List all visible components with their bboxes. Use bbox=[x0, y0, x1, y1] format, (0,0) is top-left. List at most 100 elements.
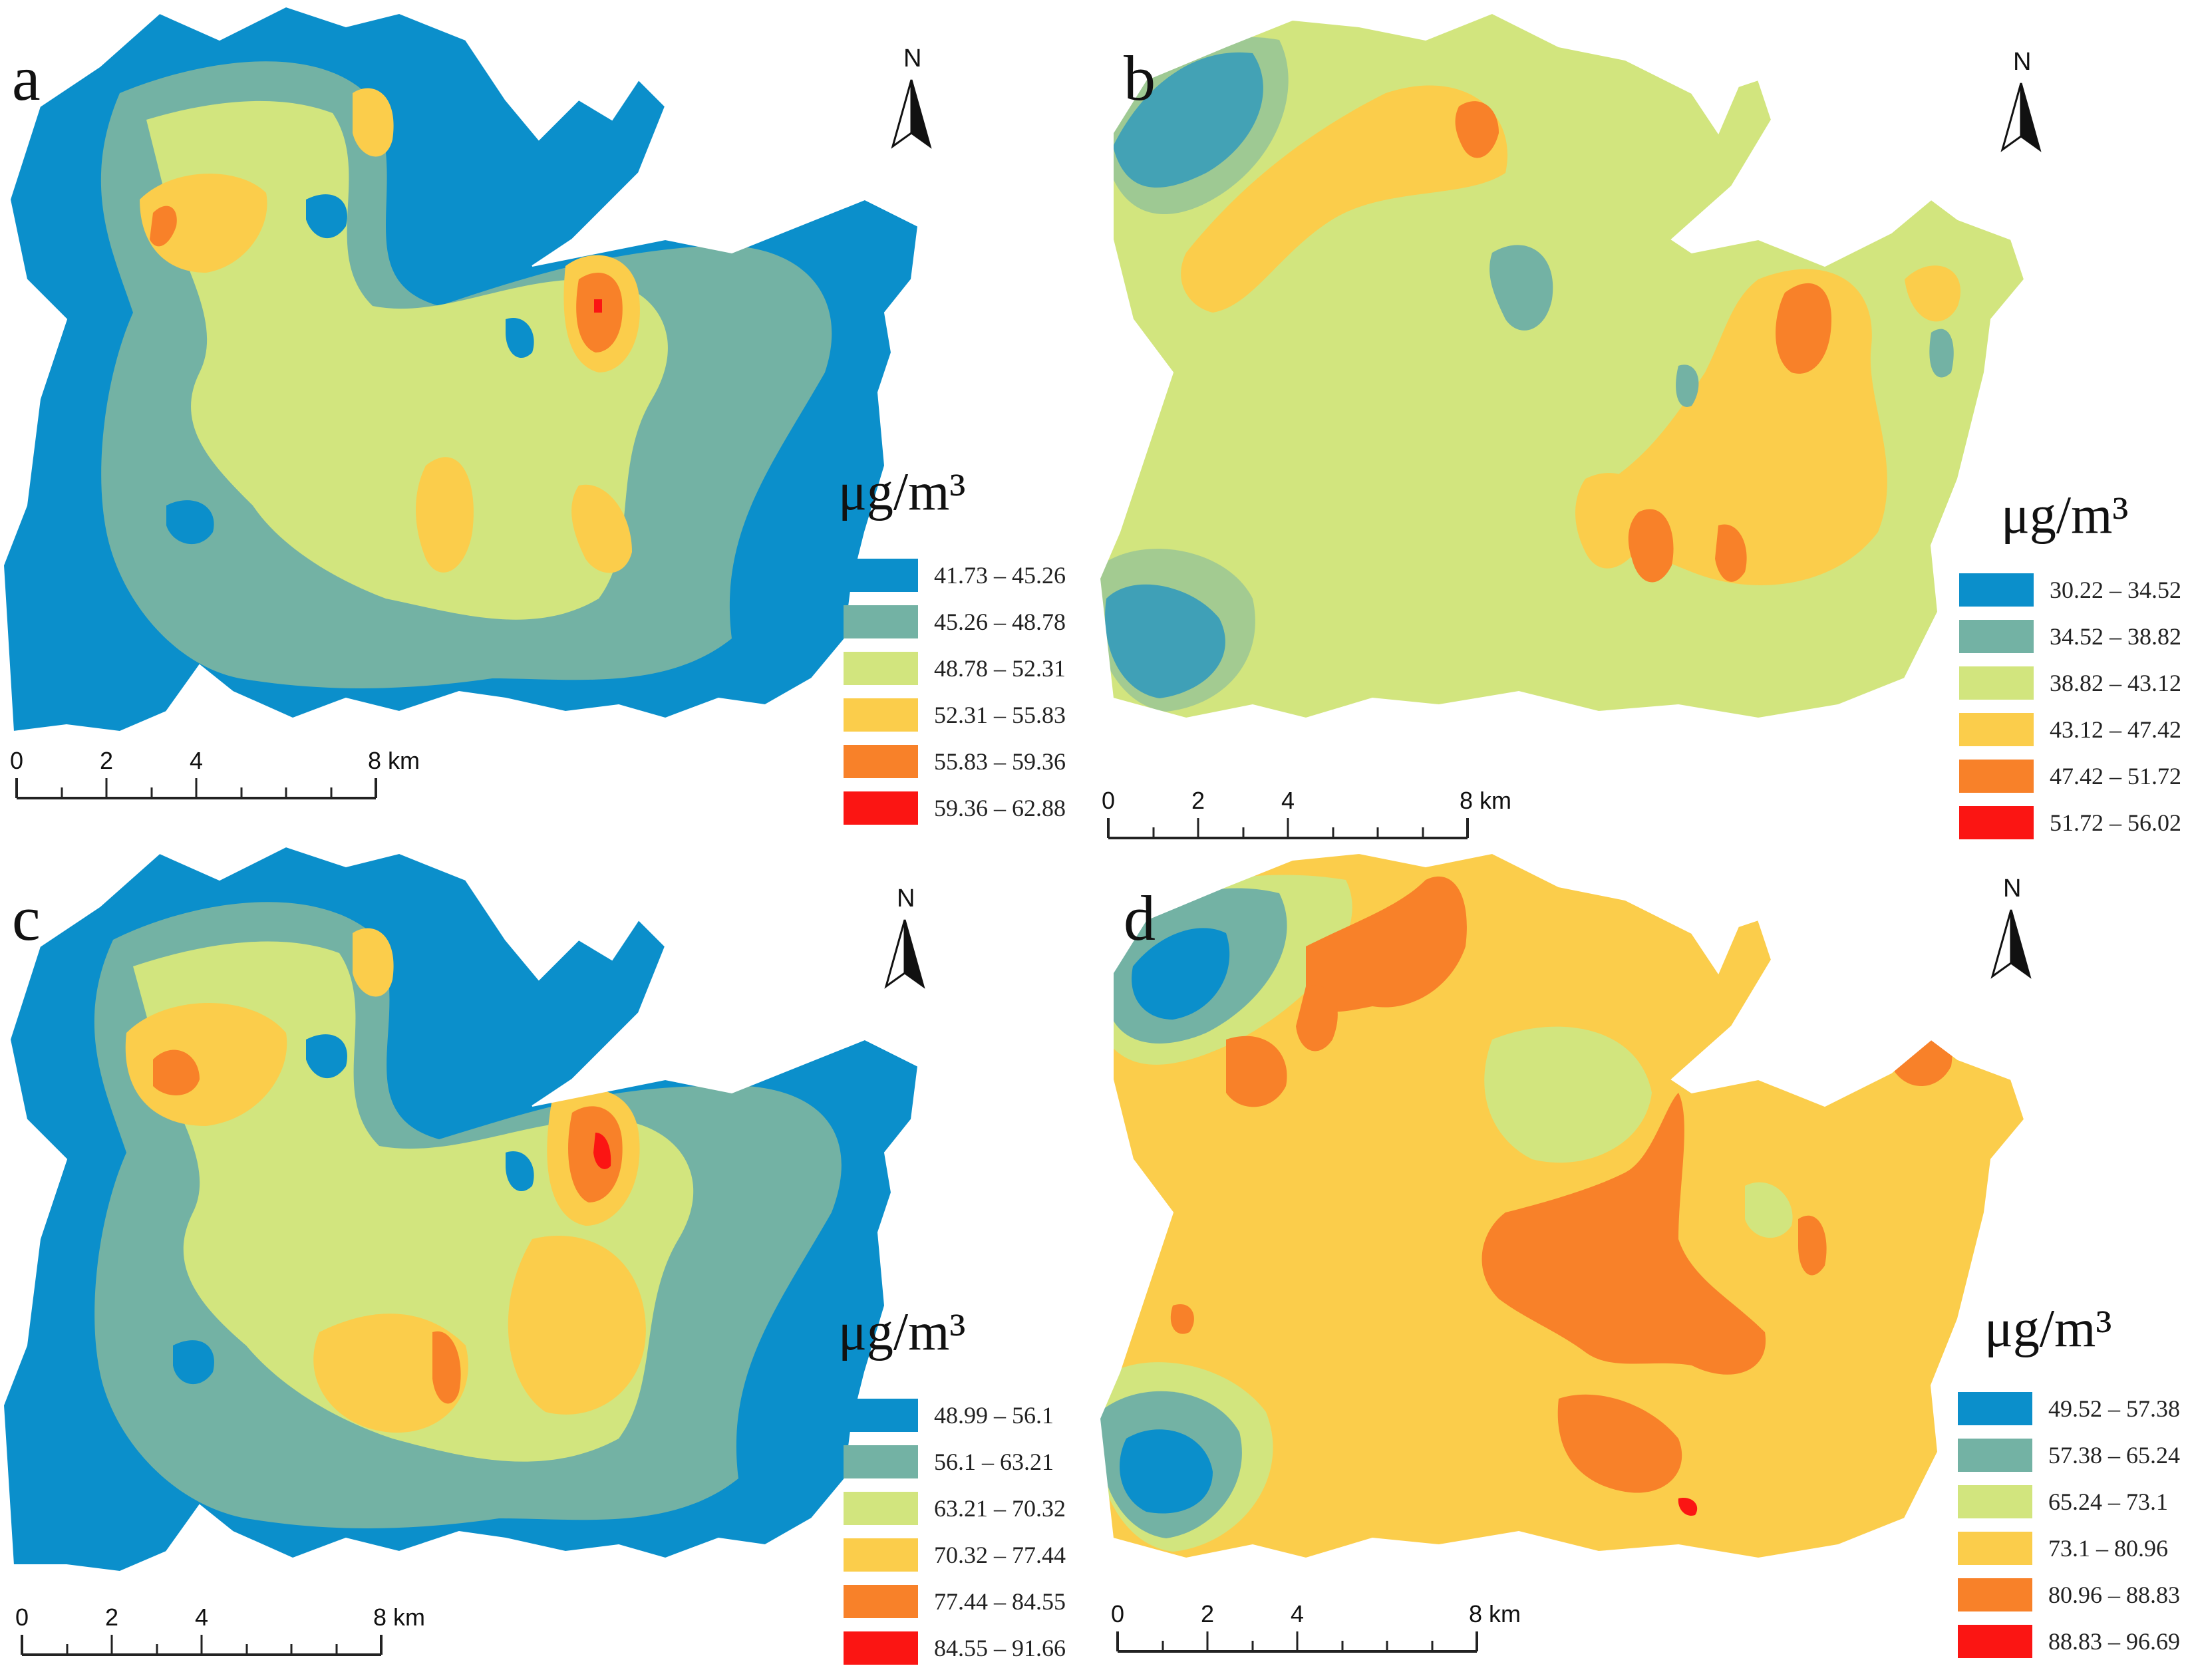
legend-item: 56.1 – 63.21 bbox=[844, 1439, 1066, 1485]
legend-item: 48.78 – 52.31 bbox=[844, 645, 1066, 692]
svg-text:N: N bbox=[903, 45, 921, 72]
map-d: N 0 2 4 8 km bbox=[1098, 852, 2032, 1653]
legend-unit: μg/m³ bbox=[1984, 1300, 2112, 1358]
legend-item: 65.24 – 73.1 bbox=[1958, 1478, 2180, 1525]
legend-label: 88.83 – 96.69 bbox=[2048, 1628, 2180, 1655]
concentration-zone bbox=[1929, 329, 1954, 378]
legend-label: 48.78 – 52.31 bbox=[934, 655, 1066, 682]
concentration-zone bbox=[306, 1034, 347, 1079]
scale-bar: 0 2 4 8 km bbox=[10, 747, 420, 799]
scale-bar: 0 2 4 8 km bbox=[1102, 787, 1511, 839]
scale-tick-0: 0 bbox=[15, 1604, 29, 1631]
legend-item: 80.96 – 88.83 bbox=[1958, 1572, 2180, 1618]
legend-swatch bbox=[844, 1492, 918, 1525]
map-panel-a: N 0 2 4 8 km a μg/m³ 41.73 – 45.26 45.26… bbox=[0, 0, 1093, 840]
scale-tick-2: 2 bbox=[105, 1604, 118, 1631]
legend-item: 38.82 – 43.12 bbox=[1959, 660, 2181, 706]
legend: 41.73 – 45.26 45.26 – 48.78 48.78 – 52.3… bbox=[844, 552, 1066, 831]
concentration-zone bbox=[508, 1236, 646, 1415]
legend-swatch bbox=[844, 745, 918, 778]
map-panel-c: N 0 2 4 8 km c μg/m³ 48.99 – 56.1 56.1 –… bbox=[0, 840, 1093, 1680]
study-area-boundary bbox=[2, 5, 919, 733]
legend-swatch bbox=[1958, 1485, 2032, 1518]
legend-item: 84.55 – 91.66 bbox=[844, 1625, 1066, 1671]
scale-tick-2: 2 bbox=[100, 747, 113, 774]
scale-bar: 0 2 4 8 km bbox=[15, 1604, 425, 1656]
legend-label: 45.26 – 48.78 bbox=[934, 609, 1066, 635]
legend-swatch bbox=[1959, 713, 2034, 746]
legend-label: 65.24 – 73.1 bbox=[2048, 1488, 2168, 1515]
concentration-zone bbox=[125, 1003, 287, 1126]
legend-swatch bbox=[844, 559, 918, 592]
legend-swatch bbox=[1958, 1439, 2032, 1472]
legend: 49.52 – 57.38 57.38 – 65.24 65.24 – 73.1… bbox=[1958, 1385, 2180, 1665]
study-area-boundary bbox=[1098, 852, 2026, 1560]
concentration-zone bbox=[150, 206, 177, 247]
concentration-zone bbox=[432, 1331, 461, 1404]
legend: 30.22 – 34.52 34.52 – 38.82 38.82 – 43.1… bbox=[1959, 567, 2181, 846]
legend-item: 52.31 – 55.83 bbox=[844, 692, 1066, 738]
legend-label: 77.44 – 84.55 bbox=[934, 1588, 1066, 1615]
panel-letter: b bbox=[1124, 43, 1156, 114]
legend-label: 80.96 – 88.83 bbox=[2048, 1582, 2180, 1608]
legend-swatch bbox=[844, 652, 918, 685]
panel-letter: c bbox=[12, 883, 41, 954]
legend-label: 51.72 – 56.02 bbox=[2050, 809, 2181, 836]
map-panel-d: N 0 2 4 8 km d μg/m³ 49.52 – 57.38 57.38… bbox=[1093, 840, 2186, 1680]
concentration-zone bbox=[1678, 1498, 1698, 1516]
north-arrow-icon: N bbox=[1990, 875, 2032, 979]
legend-label: 84.55 – 91.66 bbox=[934, 1635, 1066, 1661]
north-arrow-icon: N bbox=[884, 885, 925, 989]
concentration-zone bbox=[1306, 876, 1467, 1012]
legend-item: 47.42 – 51.72 bbox=[1959, 753, 2181, 799]
concentration-zone bbox=[506, 1151, 534, 1192]
north-arrow-icon: N bbox=[2000, 48, 2042, 152]
legend-item: 77.44 – 84.55 bbox=[844, 1578, 1066, 1625]
legend-item: 70.32 – 77.44 bbox=[844, 1532, 1066, 1578]
concentration-zone bbox=[1489, 245, 1553, 331]
legend-item: 45.26 – 48.78 bbox=[844, 599, 1066, 645]
legend-item: 34.52 – 38.82 bbox=[1959, 613, 2181, 660]
study-area-boundary bbox=[2, 845, 919, 1573]
scale-tick-0: 0 bbox=[1102, 787, 1115, 814]
legend-unit: μg/m³ bbox=[838, 463, 966, 521]
scale-tick-0: 0 bbox=[10, 747, 23, 774]
concentration-zone bbox=[1170, 1304, 1194, 1334]
concentration-zone bbox=[1132, 928, 1230, 1020]
scale-tick-4: 4 bbox=[1281, 787, 1295, 814]
concentration-zone bbox=[1905, 265, 1960, 322]
concentration-zone bbox=[140, 174, 267, 273]
legend-label: 73.1 – 80.96 bbox=[2048, 1535, 2168, 1562]
concentration-zone bbox=[1100, 37, 1289, 215]
legend-label: 63.21 – 70.32 bbox=[934, 1495, 1066, 1522]
legend-swatch bbox=[844, 1399, 918, 1432]
concentration-zone bbox=[1226, 1036, 1287, 1107]
legend-item: 49.52 – 57.38 bbox=[1958, 1385, 2180, 1432]
scale-tick-8km: 8 km bbox=[368, 747, 420, 774]
concentration-zone bbox=[1798, 1215, 1827, 1276]
scale-tick-8km: 8 km bbox=[1469, 1600, 1521, 1627]
legend-swatch bbox=[844, 1585, 918, 1618]
scale-tick-4: 4 bbox=[190, 747, 203, 774]
concentration-zone bbox=[1891, 1015, 1952, 1086]
legend-label: 47.42 – 51.72 bbox=[2050, 763, 2181, 789]
legend-label: 38.82 – 43.12 bbox=[2050, 670, 2181, 696]
legend-label: 52.31 – 55.83 bbox=[934, 702, 1066, 728]
concentration-zone bbox=[1296, 985, 1338, 1051]
concentration-zone bbox=[1776, 283, 1831, 374]
concentration-zone bbox=[1120, 1429, 1213, 1514]
map-a: N 0 2 4 8 km bbox=[2, 5, 932, 799]
legend-swatch bbox=[844, 1631, 918, 1665]
legend-swatch bbox=[844, 698, 918, 732]
legend-swatch bbox=[1959, 760, 2034, 793]
concentration-zone bbox=[1715, 524, 1747, 582]
concentration-zone bbox=[593, 1133, 611, 1169]
concentration-zone bbox=[416, 457, 474, 573]
legend-swatch bbox=[1958, 1392, 2032, 1425]
concentration-zone bbox=[506, 318, 534, 358]
legend-item: 63.21 – 70.32 bbox=[844, 1485, 1066, 1532]
legend-swatch bbox=[1959, 573, 2034, 607]
north-arrow-icon: N bbox=[891, 45, 932, 149]
legend-swatch bbox=[1958, 1578, 2032, 1611]
legend-swatch bbox=[1959, 620, 2034, 653]
